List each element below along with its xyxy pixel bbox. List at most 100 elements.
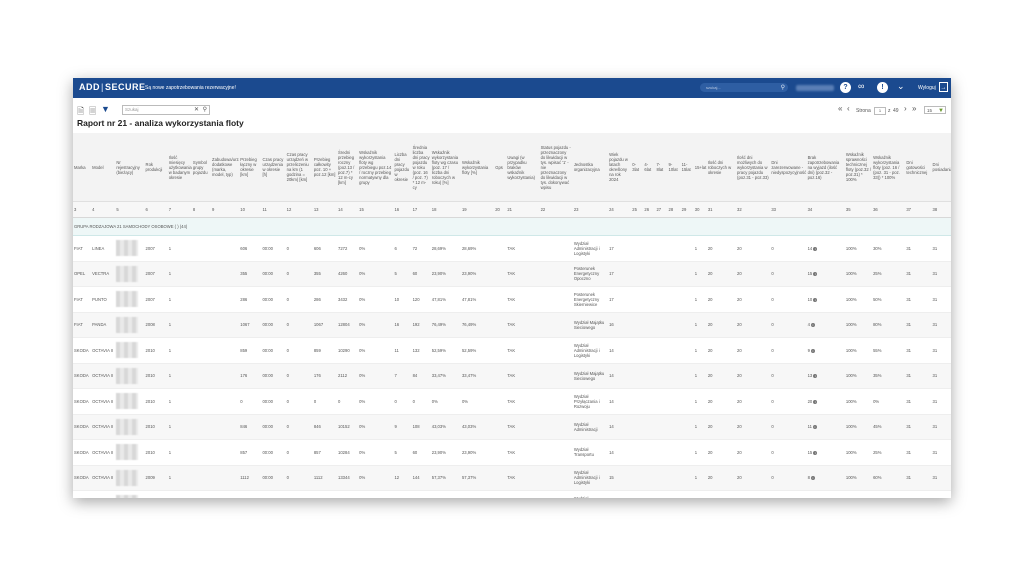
alert-icon[interactable]: ! xyxy=(877,82,888,93)
column-header[interactable]: Uwagi (w przypadku braków wskaźnik wykor… xyxy=(506,133,540,202)
empty-cell xyxy=(667,465,681,491)
empty-cell xyxy=(211,363,240,389)
search-icon[interactable]: ⚲ xyxy=(202,107,207,113)
table-row[interactable]: SKODA OCTAVIA II 2010 1 859 00:00 0 859 10290 0% 1… xyxy=(73,337,951,364)
column-header[interactable]: Ilość dni roboczych w okresie xyxy=(706,133,737,202)
column-header[interactable]: Status pojazdu - przeznaczony do likwida… xyxy=(539,133,573,202)
column-header[interactable]: Wskaźnik sprawności technicznej floty (p… xyxy=(844,133,873,202)
column-header[interactable]: Wskaźnik wykorzystania floty [%] xyxy=(460,133,495,202)
table-row[interactable]: SKODA OCTAVIA II 2009 1 1112 00:00 0 1112 13344 0… xyxy=(73,465,951,491)
column-header[interactable]: Marka xyxy=(73,133,92,202)
filter-icon[interactable]: ▼ xyxy=(101,104,110,114)
export-document-icon[interactable]: 🗏 xyxy=(89,106,97,116)
cell-unit: Wydział Administracji i Logistyki xyxy=(572,337,609,364)
column-header[interactable]: 0-3lat xyxy=(631,133,644,202)
column-header[interactable]: Czas pracy urządzenia w okresie [h] xyxy=(261,133,286,202)
cell-value: 2010 xyxy=(145,398,155,404)
table-row[interactable]: SKODA OCTAVIA II 2010 1 846 00:00 0 846 10152 0% 9… xyxy=(73,414,951,440)
empty-cell xyxy=(667,414,681,440)
column-header[interactable]: 4-6lat xyxy=(643,133,656,202)
column-header[interactable]: Wskaźnik wykorzystania floty (poz. 16 / … xyxy=(872,133,906,202)
table-filter-input[interactable]: Szukaj ✕ ⚲ xyxy=(122,105,210,115)
column-header[interactable]: Dni gotowości technicznej xyxy=(905,133,932,202)
column-header[interactable]: 11-15lat xyxy=(680,133,694,202)
column-header[interactable]: Dni zarezerwowane - niedyspozycyjność xyxy=(770,133,807,202)
logout-icon[interactable]: → xyxy=(939,82,948,92)
chevron-down-icon[interactable]: ⌄ xyxy=(897,81,905,91)
document-icon[interactable]: 🗎 xyxy=(77,106,85,116)
column-number: 11 xyxy=(261,201,286,218)
help-icon[interactable]: ? xyxy=(840,82,851,93)
column-header[interactable]: Liczba dni pracy pojazdu w okresie xyxy=(393,133,412,202)
column-header[interactable]: Nr rejestracyjny (bieżący) xyxy=(115,133,145,202)
info-icon[interactable]: i xyxy=(810,476,815,481)
cell-value: 100% xyxy=(845,449,857,455)
column-header[interactable]: Ilość dni możliwych do wykorzystania w p… xyxy=(736,133,771,202)
column-header[interactable]: Jednostka organizacyjna xyxy=(572,133,609,202)
column-header[interactable]: 15+lat xyxy=(693,133,707,202)
cell-value: 31 xyxy=(906,449,912,455)
table-row[interactable]: FIAT LINEA 2007 1 606 00:00 0 606 7272 0% 6 72 28,69… xyxy=(73,235,951,262)
column-header[interactable]: Średni przebieg roczny (poz.13 / poz.7) … xyxy=(337,133,359,202)
logout-link[interactable]: Wyloguj xyxy=(918,85,936,91)
column-header[interactable]: Wiek pojazdu w latach określony na rok 2… xyxy=(608,133,632,202)
empty-cell xyxy=(191,414,212,440)
last-page-button[interactable]: » xyxy=(912,104,917,113)
cell-value: 20 xyxy=(737,296,742,302)
column-header[interactable]: Dni posiadania xyxy=(931,133,951,202)
page-number-input[interactable]: 1 xyxy=(874,107,886,115)
column-header[interactable]: Model xyxy=(91,133,116,202)
empty-cell xyxy=(211,312,240,338)
global-search-input[interactable]: szukaj... ⚲ xyxy=(700,83,788,92)
column-header[interactable]: Brak zapotrzebowania na wyjazd (ilość dn… xyxy=(806,133,845,202)
info-icon[interactable]: i xyxy=(813,374,818,379)
info-icon[interactable]: i xyxy=(812,425,817,430)
column-header[interactable]: Ilość miesięcy użytkowania w badanym okr… xyxy=(167,133,192,202)
page-size-select[interactable]: 15 ▼ xyxy=(924,106,946,114)
clear-icon[interactable]: ✕ xyxy=(193,107,199,113)
first-page-button[interactable]: « xyxy=(838,104,843,113)
column-header[interactable]: Wskaźnik wykorzystania floty wg czasu (p… xyxy=(430,133,461,202)
cell-hours: 00:00 xyxy=(261,439,286,466)
cell-wd: 20 xyxy=(706,261,737,287)
column-header[interactable]: Zabudowa/urządzenia dodatkowe (marka, mo… xyxy=(211,133,240,202)
cell-nodemand: 13 i xyxy=(806,363,845,389)
table-row[interactable]: SKODA OCTAVIA II 2010 1 176 00:00 0 176 2112 0% 7 8… xyxy=(73,363,951,389)
column-header[interactable]: Czas pracy urządzeń w przeliczeniu na km… xyxy=(285,133,313,202)
info-icon[interactable]: i xyxy=(813,399,818,404)
column-header[interactable]: Średnia liczba dni pracy pojazdu w roku … xyxy=(411,133,431,202)
search-icon[interactable]: ⚲ xyxy=(780,85,785,91)
column-header[interactable]: Rok produkcji xyxy=(144,133,168,202)
column-header[interactable]: 9-10lat xyxy=(667,133,681,202)
info-icon[interactable]: i xyxy=(813,246,818,251)
column-header[interactable]: Przebieg łączny w okresie [km] xyxy=(239,133,262,202)
addsecure-logo[interactable]: ADD|SECURE xyxy=(79,82,146,92)
link-icon[interactable]: ∞ xyxy=(858,81,865,91)
info-icon[interactable]: i xyxy=(813,450,818,455)
cell-value: 0% xyxy=(359,475,366,481)
table-row[interactable]: FIAT PUNTO 2007 1 286 00:00 0 286 3432 0% 10 120 47,… xyxy=(73,286,951,313)
table-row[interactable]: SKODA OCTAVIA II 2010 1 0 00:00 0 0 0 0% 0 0 0% 0% TAK… xyxy=(73,388,951,415)
group-row[interactable]: GRUPA RODZAJOWA 21 SAMOCHODY OSOBOWE ( )… xyxy=(73,217,951,236)
info-icon[interactable]: i xyxy=(813,297,818,302)
next-page-button[interactable]: › xyxy=(904,104,907,113)
info-icon[interactable]: i xyxy=(810,323,815,328)
cell-value: 176 xyxy=(240,373,248,379)
cell-total: 286 xyxy=(312,286,338,313)
cell-tech: 100% xyxy=(844,235,873,262)
column-header[interactable]: Gps xyxy=(494,133,507,202)
table-row[interactable]: FIAT PANDA 2008 1 1067 00:00 0 1067 12804 0% 16 192… xyxy=(73,312,951,338)
table-row[interactable]: SKODA OCTAVIA II 2010 1 857 00:00 0 857 10284 0% 5… xyxy=(73,439,951,466)
prev-page-button[interactable]: ‹ xyxy=(847,104,850,113)
info-icon[interactable]: i xyxy=(810,348,815,353)
cell-res: 0 xyxy=(770,414,807,440)
cell-util: 60% xyxy=(872,465,906,491)
column-header[interactable]: Symbol grupy pojazdu xyxy=(191,133,212,202)
announcement-link[interactable]: Są nowe zapotrzebowania rezerwacyjne! xyxy=(145,85,236,91)
column-header[interactable]: Wskaźnik wykorzystania floty wg przebieg… xyxy=(358,133,394,202)
column-header[interactable]: Przebieg całkowity poz. 10 + poz.12 [km] xyxy=(312,133,338,202)
info-icon[interactable]: i xyxy=(813,272,818,277)
column-header[interactable]: 7-8lat xyxy=(655,133,668,202)
table-row[interactable]: OPEL VECTRA 2007 1 355 00:00 0 355 4260 0% 5 60 23,9… xyxy=(73,261,951,287)
